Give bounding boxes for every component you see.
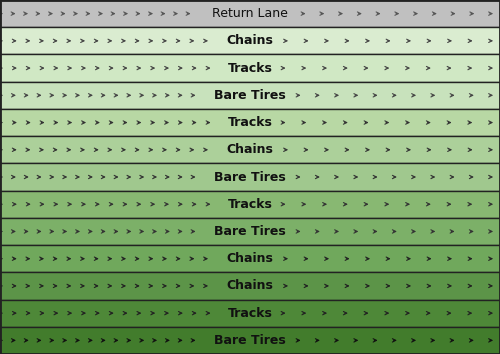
- Bar: [0, 299, 500, 327]
- Text: Tracks: Tracks: [228, 116, 272, 129]
- Text: Tracks: Tracks: [228, 198, 272, 211]
- Text: Chains: Chains: [226, 252, 274, 265]
- Text: Return Lane: Return Lane: [212, 7, 288, 20]
- Bar: [0, 218, 500, 245]
- Text: Tracks: Tracks: [228, 62, 272, 75]
- Text: Bare Tires: Bare Tires: [214, 225, 286, 238]
- Text: Chains: Chains: [226, 279, 274, 292]
- Bar: [0, 245, 500, 272]
- Bar: [0, 109, 500, 136]
- Text: Chains: Chains: [226, 143, 274, 156]
- Text: Bare Tires: Bare Tires: [214, 334, 286, 347]
- Bar: [0, 82, 500, 109]
- Bar: [0, 272, 500, 299]
- Text: Chains: Chains: [226, 34, 274, 47]
- Bar: [0, 327, 500, 354]
- Text: Bare Tires: Bare Tires: [214, 89, 286, 102]
- Text: Tracks: Tracks: [228, 307, 272, 320]
- Bar: [0, 27, 500, 55]
- Text: Bare Tires: Bare Tires: [214, 171, 286, 183]
- Bar: [0, 136, 500, 164]
- Bar: [0, 0, 500, 27]
- Bar: [0, 164, 500, 190]
- Bar: [0, 190, 500, 218]
- Bar: [0, 55, 500, 82]
